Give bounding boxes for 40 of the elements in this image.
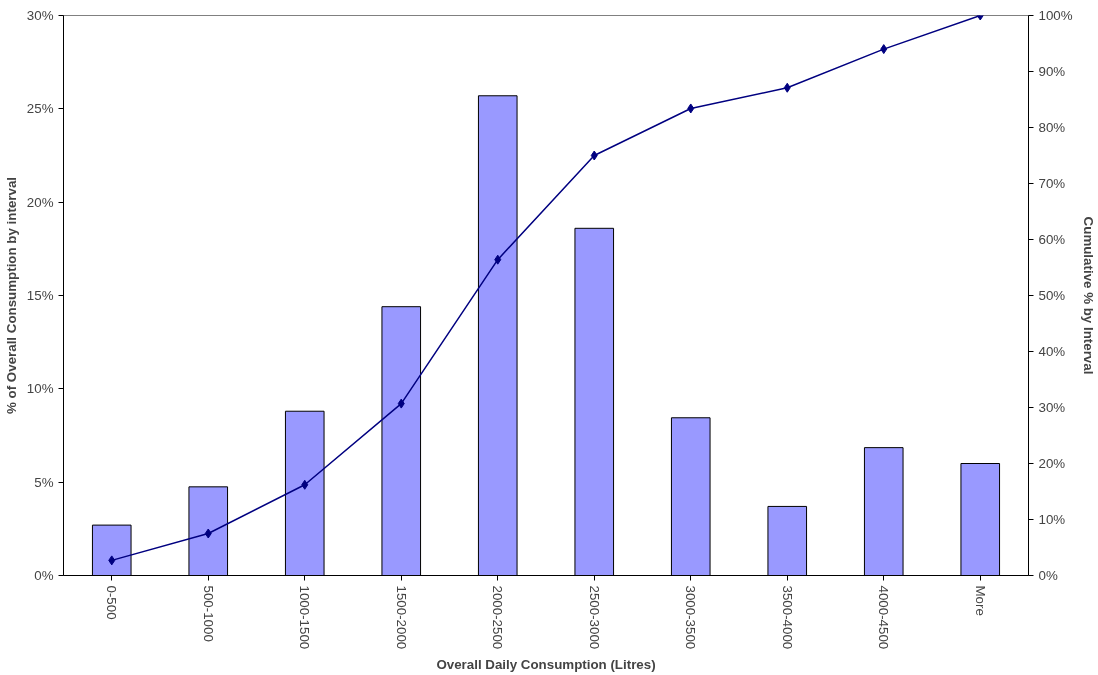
x-tick-label: 500-1000 [200, 585, 216, 642]
y2-tick-label: 90% [1038, 64, 1066, 79]
y2-tick-label: 20% [1038, 456, 1066, 471]
x-tick-label: 1000-1500 [297, 585, 313, 650]
point [204, 528, 212, 539]
y2-tick-label: 80% [1038, 120, 1066, 135]
x-tick-label: 4000-4500 [876, 585, 892, 650]
y2-tick-label: 40% [1038, 344, 1066, 359]
x-tick-label: 1500-2000 [393, 585, 409, 650]
point [494, 254, 502, 265]
point [687, 103, 695, 114]
point [397, 398, 405, 409]
y2-axis-title: Cumulative % by Interval [1080, 216, 1096, 375]
point [783, 82, 791, 93]
x-tick-label: 2000-2500 [490, 585, 506, 650]
y-tick-label: 30% [26, 8, 54, 23]
y2-tick-label: 0% [1038, 568, 1058, 583]
y-tick-label: 25% [26, 101, 54, 117]
point [590, 150, 598, 161]
x-tick-label: More [972, 585, 988, 616]
x-tick-label: 0-500 [104, 585, 120, 620]
y2-tick-label: 30% [1038, 400, 1066, 415]
x-axis-title: Overall Daily Consumption (Litres) [436, 657, 656, 673]
point [880, 44, 888, 55]
y2-tick-label: 100% [1038, 8, 1073, 23]
y2-tick-label: 50% [1038, 288, 1066, 303]
y-tick-label: 15% [26, 288, 54, 303]
y2-tick-label: 70% [1038, 176, 1066, 191]
y-axis-title: % of Overall Consumption by interval [3, 176, 19, 414]
y2-tick-label: 60% [1038, 232, 1066, 247]
y-tick-label: 20% [26, 194, 54, 210]
y-tick-label: 5% [34, 474, 54, 490]
point [301, 479, 309, 490]
x-tick-label: 3000-3500 [683, 585, 699, 650]
y-tick-label: 10% [26, 381, 54, 397]
y-tick-label: 0% [34, 568, 54, 583]
x-tick-label: 2500-3000 [586, 585, 602, 650]
x-tick-label: 3500-4000 [779, 585, 795, 650]
y2-tick-label: 10% [1038, 512, 1066, 527]
point [108, 555, 116, 566]
